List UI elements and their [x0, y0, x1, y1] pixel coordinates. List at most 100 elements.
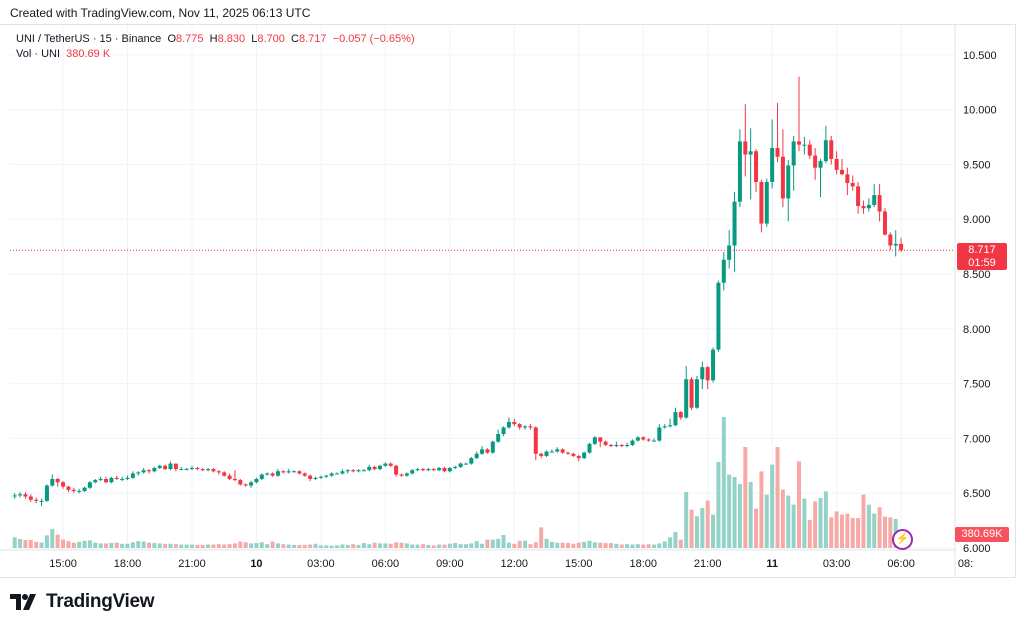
- candle-body: [200, 469, 205, 471]
- lightning-bolt-icon[interactable]: ⚡: [892, 529, 913, 550]
- volume-bar: [206, 544, 211, 548]
- volume-bar: [308, 544, 313, 548]
- symbol-name[interactable]: UNI / TetherUS · 15 · Binance: [16, 33, 162, 45]
- candle-body: [243, 484, 248, 486]
- candle-body: [114, 477, 119, 479]
- volume-bar: [265, 544, 270, 548]
- candle-body: [238, 480, 243, 485]
- candle-body: [797, 141, 802, 145]
- candle-body: [313, 477, 318, 479]
- candle-body: [603, 441, 608, 445]
- volume-bar: [603, 543, 608, 548]
- candle-body: [404, 473, 409, 476]
- candle-body: [329, 473, 334, 476]
- volume-label[interactable]: Vol · UNI: [16, 48, 61, 60]
- volume-bar: [614, 543, 619, 548]
- volume-bar: [474, 541, 479, 548]
- candle-body: [533, 427, 538, 454]
- volume-bar: [544, 538, 549, 548]
- volume-bar: [377, 543, 382, 548]
- volume-bar: [770, 464, 775, 548]
- volume-bar: [281, 544, 286, 548]
- volume-bar: [157, 543, 162, 548]
- candle-body: [732, 201, 737, 246]
- volume-bar: [329, 545, 334, 548]
- volume-bar: [44, 535, 49, 548]
- volume-bar: [802, 498, 807, 548]
- volume-bar: [195, 544, 200, 548]
- volume-bar: [388, 543, 393, 548]
- candle-body: [66, 486, 71, 490]
- time-tick-label: 21:00: [694, 558, 722, 570]
- volume-bar: [152, 543, 157, 548]
- candle-body: [539, 453, 544, 456]
- volume-bar: [711, 514, 716, 548]
- candle-body: [318, 476, 323, 478]
- candle-body: [420, 469, 425, 471]
- candle-body: [592, 437, 597, 444]
- volume-bar: [410, 544, 415, 548]
- candle-body: [845, 174, 850, 184]
- candle-body: [684, 379, 689, 418]
- volume-bar: [780, 489, 785, 548]
- candle-body: [394, 465, 399, 475]
- volume-bar: [576, 542, 581, 548]
- candle-body: [501, 427, 506, 435]
- volume-value: 380.69 K: [66, 48, 111, 60]
- price-tick-label: 9.500: [963, 159, 991, 171]
- volume-bar: [791, 504, 796, 548]
- candle-body: [888, 234, 893, 246]
- candle-body: [759, 181, 764, 224]
- high-value: 8.830: [217, 33, 246, 45]
- volume-bar: [211, 544, 216, 548]
- candle-body: [512, 421, 517, 425]
- candle-body: [77, 491, 82, 493]
- candles: [12, 76, 904, 507]
- volume-bar: [786, 495, 791, 548]
- volume-bar: [748, 481, 753, 548]
- candle-body: [866, 204, 871, 209]
- time-tick-label: 11: [766, 558, 778, 570]
- volume-bar: [136, 541, 141, 548]
- candle-body: [34, 499, 39, 501]
- candle-body: [463, 463, 468, 465]
- volume-bar: [367, 544, 372, 548]
- candle-body: [657, 427, 662, 441]
- volume-bar: [834, 511, 839, 548]
- time-tick-label: 21:00: [178, 558, 206, 570]
- volume-bar: [560, 542, 565, 548]
- symbol-legend: UNI / TetherUS · 15 · Binance O8.775 H8.…: [16, 32, 415, 62]
- volume-bar: [372, 542, 377, 548]
- volume-bar: [716, 461, 721, 548]
- volume-bar: [447, 543, 452, 548]
- candle-body: [829, 140, 834, 159]
- candle-body: [469, 458, 474, 464]
- tradingview-logo: TradingView: [10, 591, 155, 613]
- volume-bar: [238, 541, 243, 548]
- volume-bar: [318, 545, 323, 548]
- candle-body: [576, 455, 581, 459]
- candle-body: [877, 195, 882, 212]
- candle-body: [383, 463, 388, 466]
- volume-bar: [415, 544, 420, 548]
- volume-bar: [743, 447, 748, 548]
- candle-body: [426, 469, 431, 471]
- volume-bar: [797, 461, 802, 548]
- volume-bar: [592, 542, 597, 548]
- volume-bar: [442, 544, 447, 548]
- volume-bar: [426, 544, 431, 548]
- volume-bar: [587, 540, 592, 548]
- high-label: H: [209, 33, 218, 45]
- time-tick-label: 10: [250, 558, 262, 570]
- volume-bar: [77, 541, 82, 548]
- candle-body: [775, 147, 780, 157]
- volume-bar: [189, 544, 194, 548]
- candle-body: [453, 466, 458, 468]
- candle-body: [544, 451, 549, 456]
- candle-body: [555, 449, 560, 452]
- volume-bar: [345, 544, 350, 548]
- volume-bar: [383, 543, 388, 548]
- volume-bar: [619, 544, 624, 548]
- candle-body: [743, 141, 748, 155]
